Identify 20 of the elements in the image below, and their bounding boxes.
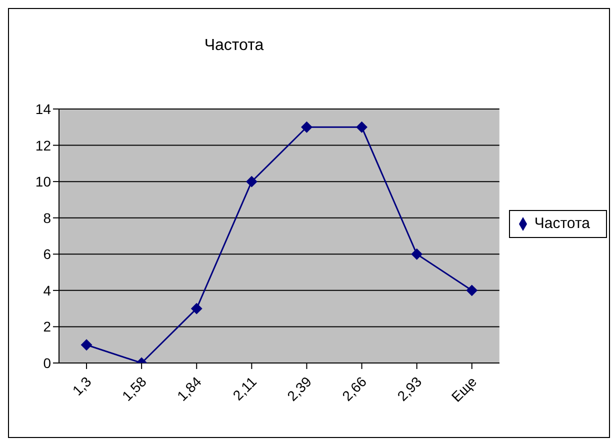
y-tick-label: 2: [43, 318, 52, 335]
x-tick-label: 1,3: [69, 373, 94, 399]
y-tick-label: 8: [43, 210, 52, 226]
y-tick-label: 14: [35, 100, 52, 117]
y-tick-label: 12: [35, 137, 52, 154]
point: [81, 339, 92, 350]
legend-label: Частота: [534, 215, 590, 232]
point: [301, 122, 312, 133]
point: [466, 284, 478, 296]
y-tick-label: 10: [35, 174, 52, 190]
y-tick-label: 4: [43, 282, 52, 298]
point: [191, 303, 202, 314]
y-tick-label: 0: [43, 354, 52, 371]
y-tick-label: 6: [43, 246, 52, 262]
x-tick-label: 2,11: [230, 373, 260, 404]
point: [246, 176, 258, 188]
chart-title: Частота: [203, 37, 265, 55]
x-tick-label: Еще: [448, 373, 480, 405]
point: [356, 122, 368, 133]
point: [411, 248, 422, 260]
